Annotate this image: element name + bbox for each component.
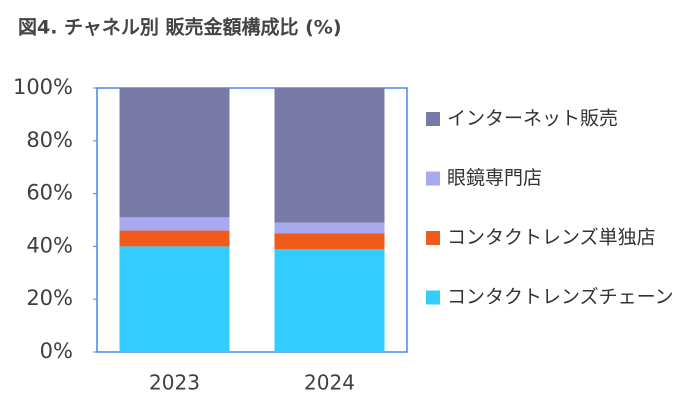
x-tick-label: 2024 (304, 371, 355, 395)
bar-segment (274, 222, 385, 234)
y-tick-label: 60% (26, 181, 73, 205)
legend-swatch (426, 290, 440, 305)
bar-segment (274, 249, 385, 352)
chart-title: 図4. チャネル別 販売金額構成比 (%) (18, 16, 342, 39)
bar-segment (274, 88, 385, 223)
legend-label: インターネット販売 (447, 108, 618, 130)
bar-segment (119, 246, 230, 352)
y-tick-label: 80% (26, 128, 73, 152)
legend-swatch (426, 231, 440, 245)
legend-label: コンタクトレンズチェーン (447, 286, 674, 308)
plot-frame (96, 87, 408, 353)
legend-swatch (426, 112, 440, 126)
y-tick-label: 40% (26, 233, 73, 257)
legend-label: 眼鏡専門店 (447, 167, 542, 189)
y-tick-label: 0% (40, 339, 73, 363)
bar-segment (119, 217, 230, 231)
legend-label: コンタクトレンズ単独店 (447, 227, 656, 249)
y-tick-label: 100% (13, 75, 73, 99)
legend-swatch (426, 171, 440, 186)
bar-segment (119, 230, 230, 247)
bar-segment (119, 88, 230, 218)
bar-segment (274, 233, 385, 250)
x-tick-label: 2023 (149, 371, 200, 395)
y-tick-label: 20% (26, 286, 73, 310)
